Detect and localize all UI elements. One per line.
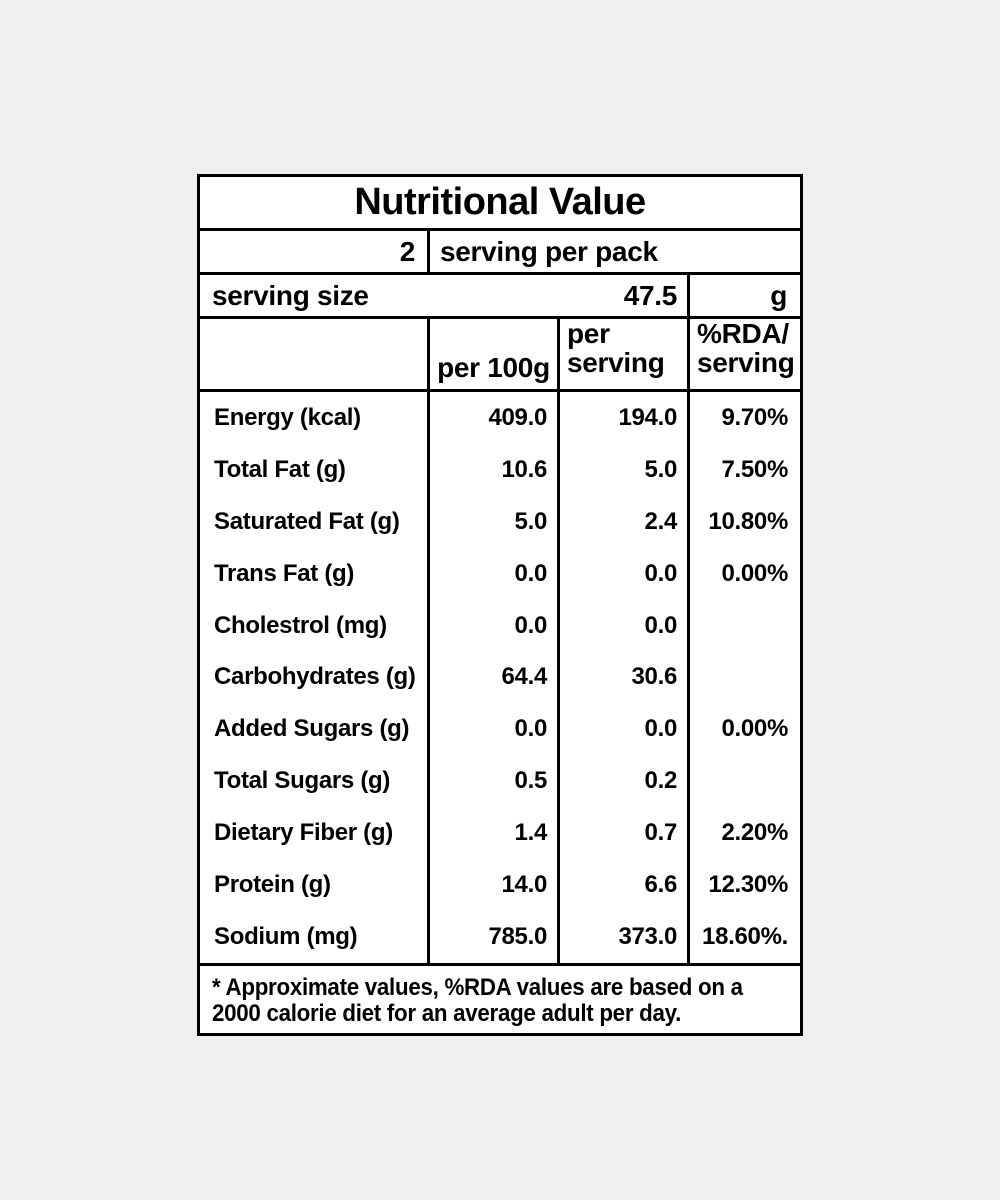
- serving-size-value: 47.5: [623, 279, 678, 311]
- nutrient-per-100g: 0.0: [427, 599, 557, 652]
- nutrient-per-100g: 409.0: [427, 392, 557, 444]
- nutrient-per-100g: 0.0: [427, 703, 557, 756]
- column-header-per-100g: per 100g: [427, 319, 557, 389]
- nutrient-name: Saturated Fat (g): [214, 507, 400, 535]
- nutrient-rda: 9.70%: [687, 392, 800, 444]
- nutrient-row: Protein (g) 14.0 6.6 12.30%: [200, 859, 800, 912]
- nutrient-row: Energy (kcal) 409.0 194.0 9.70%: [200, 392, 800, 444]
- nutrient-per-100g: 1.4: [427, 807, 557, 860]
- nutrient-row: Dietary Fiber (g) 1.4 0.7 2.20%: [200, 807, 800, 860]
- column-header-empty: [200, 319, 427, 389]
- nutrient-rda: 12.30%: [687, 859, 800, 912]
- nutrient-per-serving: 194.0: [557, 392, 687, 444]
- nutrient-per-serving: 0.7: [557, 807, 687, 860]
- nutrient-per-100g: 5.0: [427, 495, 557, 548]
- nutrient-rda: 2.20%: [687, 807, 800, 860]
- footnote-line-2: 2000 calorie diet for an average adult p…: [212, 1000, 682, 1027]
- nutrient-row: Total Fat (g) 10.6 5.0 7.50%: [200, 443, 800, 496]
- nutrient-rda: [687, 651, 800, 704]
- nutrient-name: Protein (g): [214, 871, 331, 899]
- nutrient-per-100g: 10.6: [427, 443, 557, 496]
- servings-count: 2: [399, 235, 416, 267]
- nutrient-per-serving: 0.2: [557, 755, 687, 808]
- nutrient-per-100g: 785.0: [427, 911, 557, 963]
- serving-size-row: serving size 47.5 g: [200, 275, 800, 319]
- nutrient-per-serving: 5.0: [557, 443, 687, 496]
- nutrient-per-serving: 0.0: [557, 599, 687, 652]
- nutrient-name: Total Sugars (g): [214, 767, 391, 795]
- title-row: Nutritional Value: [200, 177, 800, 231]
- nutrient-name: Added Sugars (g): [214, 715, 410, 743]
- nutrient-rda: [687, 599, 800, 652]
- nutrient-row: Saturated Fat (g) 5.0 2.4 10.80%: [200, 495, 800, 548]
- nutrient-per-serving: 2.4: [557, 495, 687, 548]
- nutrient-row: Sodium (mg) 785.0 373.0 18.60%.: [200, 911, 800, 963]
- nutrient-per-100g: 0.0: [427, 547, 557, 600]
- nutrient-name: Cholestrol (mg): [214, 611, 387, 639]
- nutrient-rda: [687, 755, 800, 808]
- nutrient-per-serving: 0.0: [557, 703, 687, 756]
- column-header-per-serving: per serving: [557, 319, 687, 389]
- nutrient-name: Trans Fat (g): [214, 559, 355, 587]
- nutrient-per-serving: 373.0: [557, 911, 687, 963]
- nutrient-per-serving: 0.0: [557, 547, 687, 600]
- nutrient-rda: 18.60%.: [687, 911, 800, 963]
- footnote-line-1: * Approximate values, %RDA values are ba…: [212, 974, 743, 1001]
- nutrient-rda: 7.50%: [687, 443, 800, 496]
- nutrient-name: Dietary Fiber (g): [214, 819, 393, 847]
- nutrient-rda: 0.00%: [687, 703, 800, 756]
- nutrient-row: Cholestrol (mg) 0.0 0.0: [200, 599, 800, 652]
- serving-size-unit: g: [687, 275, 800, 316]
- nutrient-row: Added Sugars (g) 0.0 0.0 0.00%: [200, 703, 800, 756]
- nutrient-per-100g: 14.0: [427, 859, 557, 912]
- page-title: Nutritional Value: [354, 181, 646, 223]
- nutrition-label: Nutritional Value 2 serving per pack ser…: [197, 174, 803, 1036]
- nutrient-name: Sodium (mg): [214, 923, 358, 951]
- nutrient-row: Total Sugars (g) 0.5 0.2: [200, 755, 800, 808]
- footnote: * Approximate values, %RDA values are ba…: [200, 966, 800, 1033]
- nutrient-per-serving: 6.6: [557, 859, 687, 912]
- serving-size-label: serving size: [212, 279, 369, 311]
- servings-per-pack-row: 2 serving per pack: [200, 231, 800, 275]
- nutrient-per-100g: 64.4: [427, 651, 557, 704]
- nutrient-row: Trans Fat (g) 0.0 0.0 0.00%: [200, 547, 800, 600]
- nutrient-per-serving: 30.6: [557, 651, 687, 704]
- nutrient-name: Carbohydrates (g): [214, 663, 416, 691]
- servings-per-pack-label: serving per pack: [427, 231, 800, 272]
- nutrient-name: Total Fat (g): [214, 455, 346, 483]
- nutrient-rda: 0.00%: [687, 547, 800, 600]
- column-header-row: per 100g per serving %RDA/ serving: [200, 319, 800, 392]
- column-header-rda-per-serving: %RDA/ serving: [687, 319, 800, 389]
- nutrient-rda: 10.80%: [687, 495, 800, 548]
- nutrient-row: Carbohydrates (g) 64.4 30.6: [200, 651, 800, 704]
- nutrient-name: Energy (kcal): [214, 403, 361, 431]
- nutrient-per-100g: 0.5: [427, 755, 557, 808]
- nutrient-table-body: Energy (kcal) 409.0 194.0 9.70% Total Fa…: [200, 392, 800, 966]
